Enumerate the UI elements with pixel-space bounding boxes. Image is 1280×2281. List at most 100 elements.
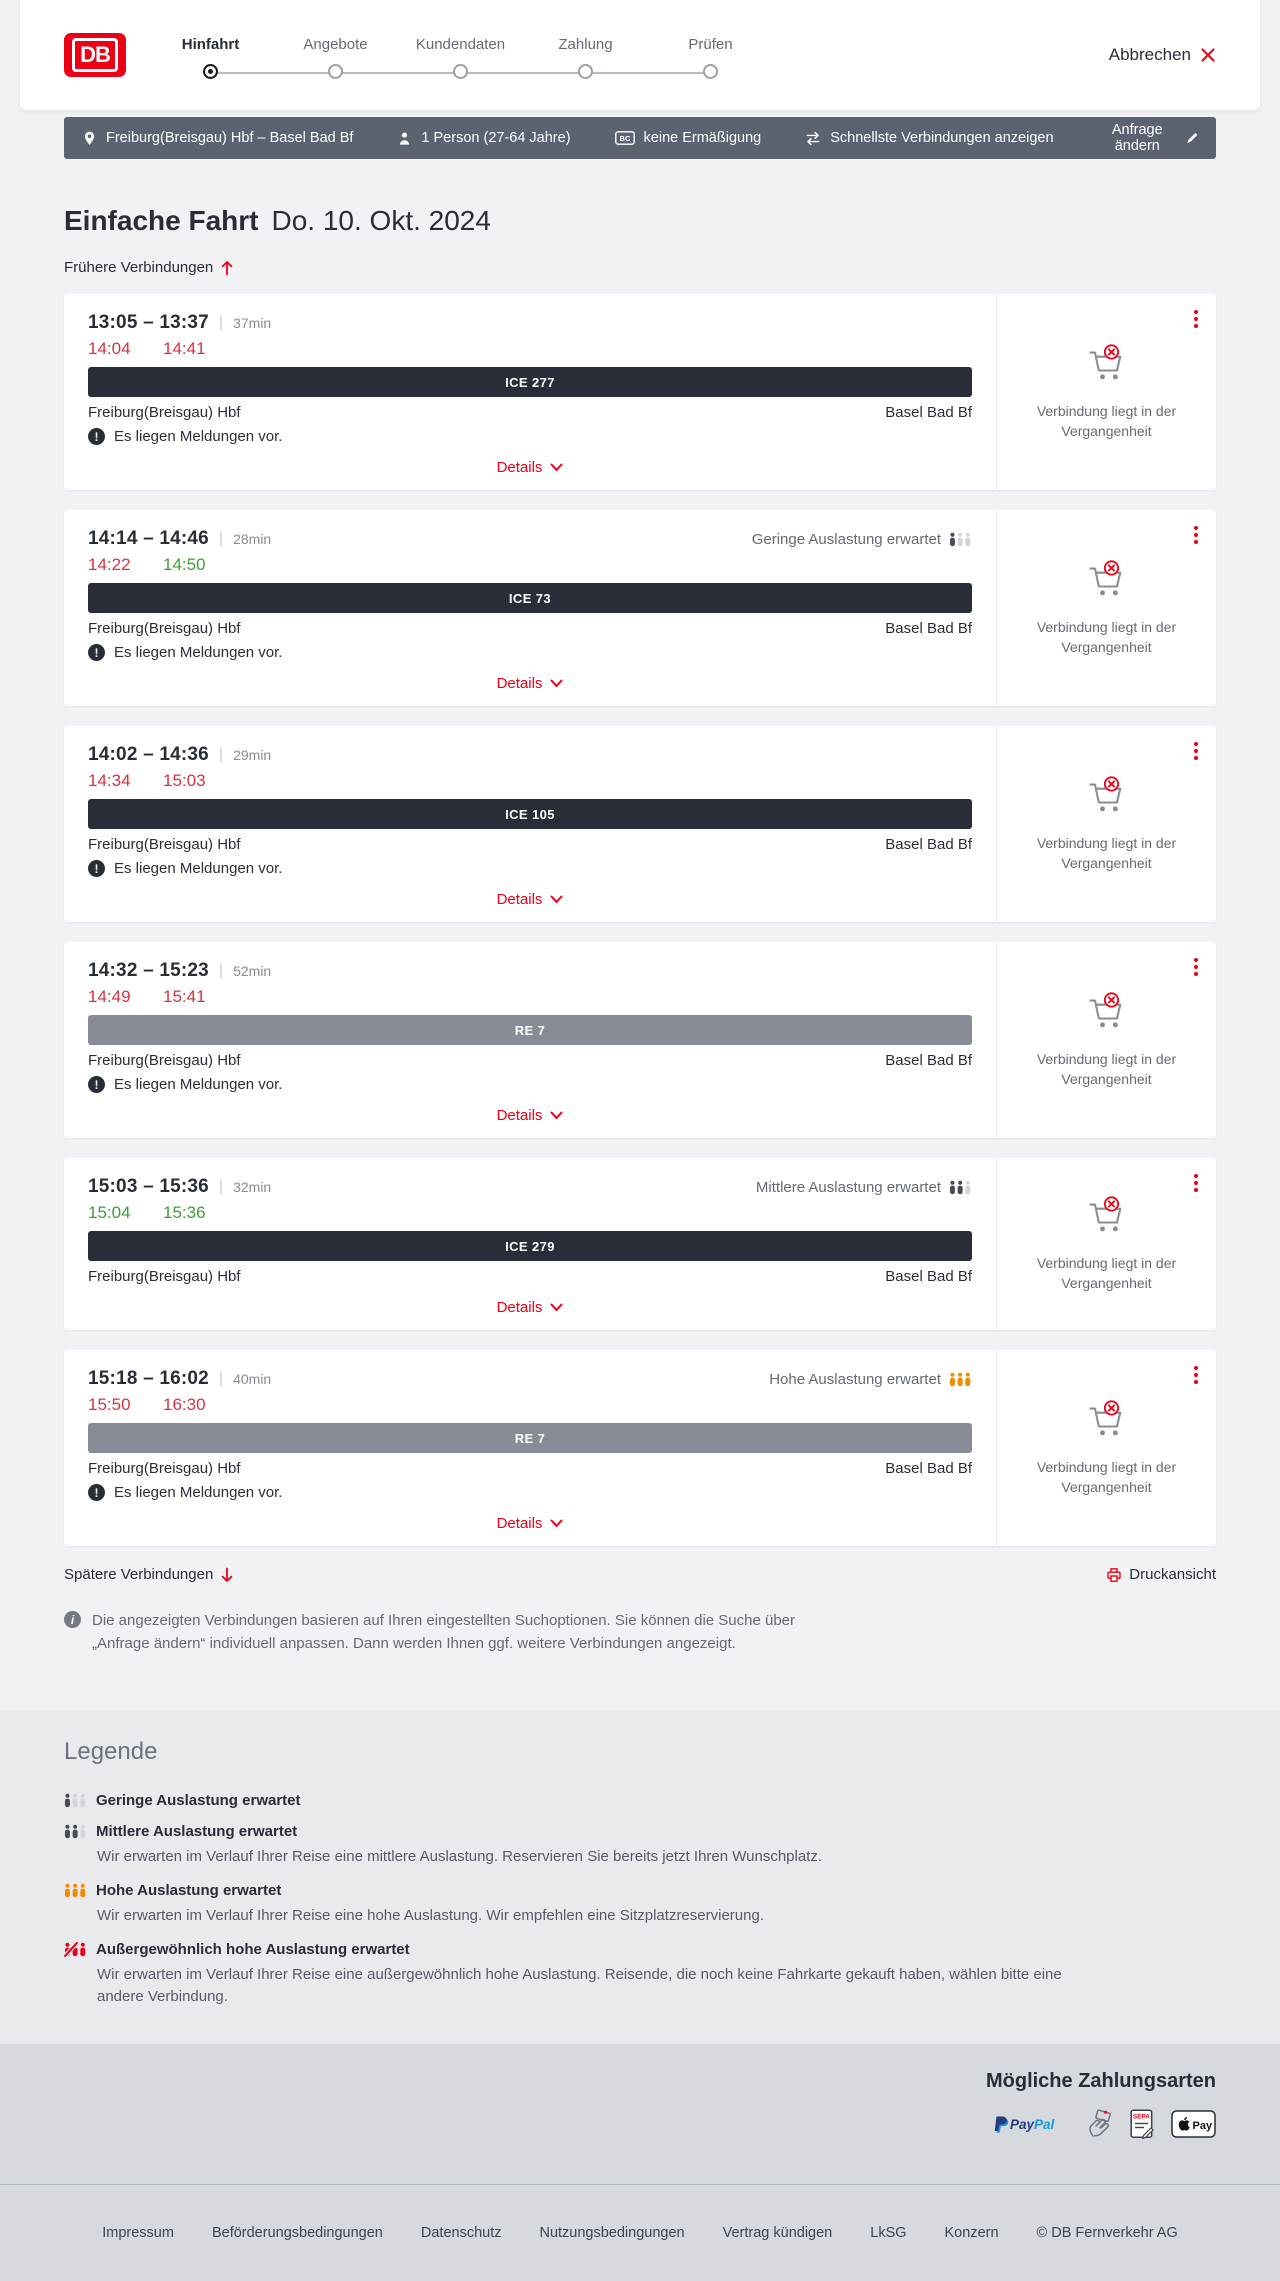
options-menu-button[interactable] bbox=[1190, 522, 1202, 548]
cart-unavailable-icon bbox=[1088, 560, 1121, 596]
svg-text:SEPA: SEPA bbox=[1133, 2114, 1150, 2121]
cancel-button[interactable]: Abbrechen bbox=[1109, 45, 1216, 65]
details-button[interactable]: Details bbox=[493, 669, 568, 698]
details-label: Details bbox=[496, 1107, 543, 1124]
legend-item: Mittlere Auslastung erwartet Wir erwarte… bbox=[64, 1823, 1216, 1868]
journey-card: 13:05 – 13:37 | 37min 14:04 bbox=[64, 294, 1216, 490]
step-label: Hinfahrt bbox=[181, 36, 240, 53]
info-icon: i bbox=[64, 1611, 81, 1628]
step-angebote[interactable]: Angebote bbox=[273, 35, 398, 79]
journey-card-main: 14:14 – 14:46 | 28min Geringe Auslastung… bbox=[64, 510, 996, 706]
footer-link[interactable]: LkSG bbox=[870, 2225, 907, 2241]
journey-card-side: Verbindung liegt in der Vergangenheit bbox=[996, 942, 1216, 1138]
step-kundendaten[interactable]: Kundendaten bbox=[398, 35, 523, 79]
details-button[interactable]: Details bbox=[493, 1101, 568, 1130]
chevron-down-icon bbox=[550, 895, 563, 903]
earlier-connections-link[interactable]: Frühere Verbindungen bbox=[64, 259, 234, 276]
occupancy-label: Hohe Auslastung erwartet bbox=[769, 1370, 941, 1388]
legend-section: Legende Geringe Auslastung erwartet bbox=[0, 1710, 1280, 2044]
print-view-label: Druckansicht bbox=[1129, 1566, 1216, 1583]
realtime-arrival: 15:41 bbox=[163, 987, 206, 1006]
details-label: Details bbox=[496, 891, 543, 908]
info-note: i Die angezeigten Verbindungen basieren … bbox=[64, 1609, 1216, 1710]
details-button[interactable]: Details bbox=[493, 1509, 568, 1538]
cart-unavailable-icon bbox=[1088, 344, 1121, 380]
footer-link[interactable]: Konzern bbox=[944, 2225, 999, 2241]
realtime-departure: 14:49 bbox=[88, 987, 131, 1006]
later-connections-link[interactable]: Spätere Verbindungen bbox=[64, 1566, 234, 1583]
summary-discount: BC keine Ermäßigung bbox=[614, 130, 762, 146]
options-menu-button[interactable] bbox=[1190, 954, 1202, 980]
print-view-button[interactable]: Druckansicht bbox=[1106, 1566, 1216, 1583]
footer-link[interactable]: Beförderungsbedingungen bbox=[211, 2225, 383, 2241]
alert-icon: ! bbox=[88, 644, 105, 661]
separator: | bbox=[218, 746, 224, 763]
message-note: ! Es liegen Meldungen vor. bbox=[88, 1484, 972, 1501]
realtime-arrival: 14:50 bbox=[163, 555, 206, 574]
journey-card-main: 13:05 – 13:37 | 37min 14:04 bbox=[64, 294, 996, 490]
later-connections-label: Spätere Verbindungen bbox=[64, 1566, 214, 1583]
origin-station: Freiburg(Breisgau) Hbf bbox=[88, 1268, 241, 1285]
separator: | bbox=[218, 314, 224, 331]
journey-times: 15:03 – 15:36 bbox=[88, 1176, 209, 1197]
chevron-down-icon bbox=[550, 463, 563, 471]
step-hinfahrt[interactable]: Hinfahrt bbox=[148, 35, 273, 79]
legend-item-description: Wir erwarten im Verlauf Ihrer Reise eine… bbox=[97, 1848, 823, 1865]
svg-text:PayPal: PayPal bbox=[1010, 2117, 1055, 2132]
separator: | bbox=[218, 1370, 224, 1387]
occupancy-icon bbox=[949, 532, 971, 546]
options-menu-button[interactable] bbox=[1190, 738, 1202, 764]
past-connection-note: Verbindung liegt in der Vergangenheit bbox=[1036, 1255, 1177, 1291]
footer-link[interactable]: Datenschutz bbox=[420, 2225, 502, 2241]
occupancy-indicator: Mittlere Auslastung erwartet bbox=[756, 1179, 972, 1196]
past-connection-note: Verbindung liegt in der Vergangenheit bbox=[1036, 835, 1177, 871]
footer-link[interactable]: Vertrag kündigen bbox=[722, 2225, 833, 2241]
legend-item-description: Wir erwarten im Verlauf Ihrer Reise eine… bbox=[97, 1966, 1062, 2005]
journey-times: 13:05 – 13:37 bbox=[88, 312, 209, 333]
details-label: Details bbox=[496, 459, 543, 476]
options-menu-button[interactable] bbox=[1190, 1362, 1202, 1388]
credit-card-icon bbox=[1084, 2109, 1114, 2139]
details-button[interactable]: Details bbox=[493, 1293, 568, 1322]
journey-card-main: 15:18 – 16:02 | 40min Hohe Auslastung er… bbox=[64, 1350, 996, 1546]
summary-discount-text: keine Ermäßigung bbox=[643, 130, 762, 146]
sepa-icon: SEPA bbox=[1130, 2109, 1155, 2139]
arrow-up-icon bbox=[221, 260, 233, 275]
page-title-row: Einfache Fahrt Do. 10. Okt. 2024 bbox=[64, 205, 1216, 237]
cart-unavailable-icon bbox=[1088, 1400, 1121, 1436]
separator: | bbox=[218, 530, 224, 547]
step-prüfen[interactable]: Prüfen bbox=[648, 35, 773, 79]
step-label: Prüfen bbox=[688, 36, 733, 53]
details-button[interactable]: Details bbox=[493, 453, 568, 482]
edit-request-button[interactable]: Anfrage ändern bbox=[1098, 122, 1198, 154]
legend-list: Geringe Auslastung erwartet Mittlere Aus… bbox=[64, 1792, 1216, 2008]
journey-card: 14:32 – 15:23 | 52min 14:49 bbox=[64, 942, 1216, 1138]
journey-card-side: Verbindung liegt in der Vergangenheit bbox=[996, 294, 1216, 490]
page-title: Einfache Fahrt bbox=[64, 205, 259, 236]
journey-duration: 32min bbox=[233, 1179, 272, 1195]
destination-station: Basel Bad Bf bbox=[885, 1052, 972, 1069]
payment-methods: PayPal SEPA bbox=[64, 2109, 1216, 2139]
options-menu-button[interactable] bbox=[1190, 306, 1202, 332]
occupancy-icon bbox=[64, 1942, 86, 1957]
realtime-arrival: 15:36 bbox=[163, 1203, 206, 1222]
svg-text:Pay: Pay bbox=[1193, 2120, 1213, 2132]
message-note-text: Es liegen Meldungen vor. bbox=[114, 1484, 283, 1501]
realtime-departure: 14:34 bbox=[88, 771, 131, 790]
earlier-connections-label: Frühere Verbindungen bbox=[64, 259, 214, 276]
journey-times: 14:14 – 14:46 bbox=[88, 528, 209, 549]
footer-link[interactable]: Nutzungsbedingungen bbox=[539, 2225, 685, 2241]
origin-station: Freiburg(Breisgau) Hbf bbox=[88, 404, 241, 421]
past-connection-note: Verbindung liegt in der Vergangenheit bbox=[1036, 1051, 1177, 1087]
footer-link[interactable]: Impressum bbox=[102, 2225, 174, 2241]
occupancy-icon bbox=[64, 1883, 86, 1898]
details-button[interactable]: Details bbox=[493, 885, 568, 914]
details-label: Details bbox=[496, 1515, 543, 1532]
step-zahlung[interactable]: Zahlung bbox=[523, 35, 648, 79]
options-menu-button[interactable] bbox=[1190, 1170, 1202, 1196]
origin-station: Freiburg(Breisgau) Hbf bbox=[88, 836, 241, 853]
journey-duration: 37min bbox=[233, 315, 272, 331]
journey-list: 13:05 – 13:37 | 37min 14:04 bbox=[64, 294, 1216, 1546]
legend-item-label: Hohe Auslastung erwartet bbox=[96, 1882, 282, 1899]
journey-duration: 29min bbox=[233, 747, 272, 763]
